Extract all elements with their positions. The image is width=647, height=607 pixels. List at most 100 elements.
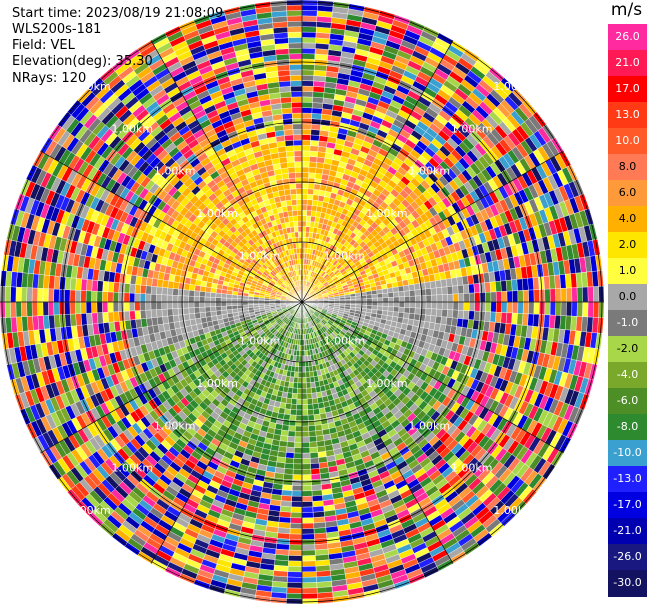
velocity-gate: [473, 310, 481, 321]
velocity-gate: [485, 291, 492, 303]
velocity-gate: [355, 295, 362, 300]
velocity-gate: [387, 292, 394, 298]
velocity-gate: [293, 452, 303, 459]
velocity-gate: [156, 309, 163, 318]
velocity-gate: [301, 468, 312, 475]
velocity-gate: [296, 404, 303, 411]
velocity-gate: [311, 113, 322, 120]
velocity-gate: [312, 91, 325, 99]
velocity-gate: [403, 284, 410, 292]
velocity-gate: [301, 75, 315, 82]
velocity-gate: [420, 301, 427, 309]
velocity-gate: [313, 408, 320, 415]
velocity-gate: [86, 312, 93, 325]
velocity-gate: [292, 468, 303, 475]
velocity-gate: [306, 199, 313, 206]
velocity-gate: [301, 371, 307, 378]
velocity-gate: [301, 350, 306, 357]
velocity-gate: [409, 307, 416, 315]
velocity-gate: [419, 308, 427, 316]
velocity-gate: [350, 298, 357, 303]
velocity-gate: [301, 485, 313, 492]
velocity-gate: [415, 301, 421, 309]
velocity-gate: [301, 388, 307, 394]
velocity-gate: [301, 172, 309, 179]
velocity-gate: [194, 312, 201, 320]
velocity-gate: [301, 31, 317, 38]
velocity-gate: [288, 549, 303, 556]
velocity-gate: [301, 37, 317, 44]
velocity-gate: [281, 424, 290, 432]
velocity-gate: [413, 313, 421, 321]
velocity-gate: [311, 489, 323, 497]
velocity-gate: [377, 297, 384, 303]
velocity-gate: [393, 296, 400, 303]
velocity-gate: [419, 288, 427, 296]
velocity-gate: [301, 593, 318, 600]
velocity-gate: [301, 366, 306, 373]
velocity-gate: [193, 307, 201, 314]
velocity-gate: [301, 107, 313, 114]
velocity-gate: [506, 301, 513, 314]
velocity-gate: [280, 495, 293, 502]
velocity-gate: [301, 479, 312, 486]
velocity-gate: [295, 425, 303, 432]
velocity-gate: [381, 288, 389, 294]
velocity-gate: [301, 150, 311, 157]
velocity-gate: [457, 284, 464, 294]
velocity-gate: [313, 183, 321, 191]
velocity-gate: [291, 398, 298, 405]
velocity-gate: [309, 441, 318, 448]
velocity-gate: [283, 468, 294, 475]
velocity-gate: [287, 576, 303, 583]
velocity-gate: [284, 408, 291, 415]
velocity-gate: [398, 296, 405, 303]
velocity-gate: [452, 301, 459, 311]
velocity-gate: [296, 393, 303, 400]
velocity-gate: [441, 309, 448, 318]
velocity-gate: [366, 301, 373, 306]
velocity-gate: [307, 183, 315, 190]
velocity-gate: [210, 310, 217, 317]
velocity-gate: [301, 409, 309, 416]
velocity-gate: [140, 310, 147, 320]
velocity-gate: [290, 512, 303, 519]
velocity-gate: [425, 308, 432, 316]
velocity-gate: [576, 301, 583, 317]
velocity-gate: [479, 292, 486, 303]
velocity-gate: [500, 312, 508, 324]
velocity-gate: [571, 287, 578, 303]
velocity-gate: [517, 301, 524, 314]
velocity-gate: [113, 311, 120, 322]
velocity-gate: [308, 172, 316, 179]
velocity-gate: [311, 484, 322, 491]
velocity-gate: [301, 452, 311, 459]
velocity-gate: [301, 560, 317, 567]
velocity-gate: [301, 463, 311, 470]
velocity-gate: [301, 69, 315, 76]
velocity-gate: [398, 301, 405, 308]
velocity-gate: [287, 571, 303, 578]
velocity-gate: [301, 447, 311, 454]
velocity-gate: [393, 301, 400, 308]
velocity-gate: [301, 404, 308, 411]
velocity-gate: [403, 312, 410, 320]
velocity-gate: [297, 382, 303, 389]
velocity-gate: [311, 479, 322, 486]
velocity-gate: [312, 505, 325, 513]
velocity-gate: [253, 304, 260, 308]
velocity-gate: [409, 289, 416, 297]
velocity-gate: [301, 118, 312, 125]
velocity-gate: [501, 301, 508, 313]
velocity-gate: [129, 310, 136, 321]
velocity-gate: [436, 301, 443, 310]
velocity-gate: [306, 210, 312, 217]
velocity-gate: [150, 309, 158, 318]
velocity-gate: [431, 294, 438, 303]
velocity-gate: [306, 398, 313, 405]
velocity-gate: [305, 371, 311, 378]
velocity-gate: [436, 294, 443, 303]
velocity-gate: [512, 301, 519, 314]
velocity-gate: [306, 387, 312, 394]
